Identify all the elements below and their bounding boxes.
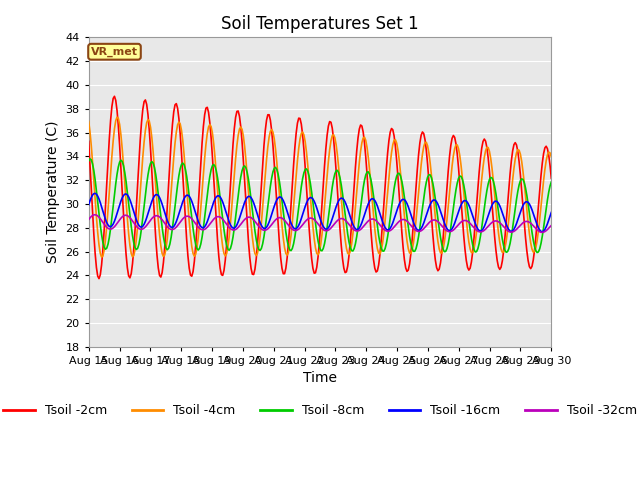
Tsoil -8cm [247, 196, 255, 202]
Tsoil -2cm [524, 258, 532, 264]
Tsoil -2cm [225, 203, 233, 209]
Tsoil -32cm [538, 229, 546, 235]
Tsoil -32cm [247, 215, 255, 220]
Tsoil -8cm [224, 246, 232, 252]
Legend: Tsoil -2cm, Tsoil -4cm, Tsoil -8cm, Tsoil -16cm, Tsoil -32cm: Tsoil -2cm, Tsoil -4cm, Tsoil -8cm, Tsoi… [0, 399, 640, 422]
Tsoil -16cm [547, 210, 555, 216]
Tsoil -4cm [144, 117, 152, 122]
Line: Tsoil -8cm: Tsoil -8cm [89, 159, 551, 252]
Line: Tsoil -2cm: Tsoil -2cm [89, 96, 551, 278]
Tsoil -8cm [143, 181, 150, 187]
X-axis label: Time: Time [303, 372, 337, 385]
Tsoil -4cm [85, 119, 93, 124]
Tsoil -2cm [241, 178, 248, 184]
Tsoil -4cm [98, 254, 106, 260]
Line: Tsoil -4cm: Tsoil -4cm [89, 117, 551, 257]
Tsoil -2cm [95, 276, 103, 281]
Tsoil -32cm [224, 223, 232, 229]
Tsoil -8cm [523, 192, 531, 198]
Tsoil -4cm [113, 114, 121, 120]
Tsoil -32cm [523, 218, 531, 224]
Tsoil -32cm [289, 227, 296, 232]
Tsoil -16cm [224, 216, 232, 221]
Tsoil -8cm [289, 246, 296, 252]
Tsoil -2cm [248, 271, 256, 277]
Tsoil -32cm [143, 223, 150, 228]
Line: Tsoil -16cm: Tsoil -16cm [89, 193, 551, 232]
Tsoil -32cm [85, 216, 93, 222]
Tsoil -2cm [111, 94, 118, 99]
Tsoil -32cm [547, 223, 555, 228]
Tsoil -16cm [538, 229, 546, 235]
Tsoil -16cm [289, 223, 296, 229]
Title: Soil Temperatures Set 1: Soil Temperatures Set 1 [221, 15, 419, 33]
Tsoil -16cm [85, 202, 93, 208]
Tsoil -16cm [239, 203, 247, 209]
Tsoil -16cm [247, 195, 255, 201]
Tsoil -4cm [290, 204, 298, 210]
Tsoil -4cm [225, 234, 233, 240]
Tsoil -16cm [92, 191, 99, 196]
Tsoil -2cm [85, 138, 93, 144]
Tsoil -8cm [547, 179, 555, 185]
Tsoil -2cm [290, 162, 298, 168]
Tsoil -4cm [248, 234, 256, 240]
Tsoil -32cm [92, 212, 99, 217]
Tsoil -16cm [523, 199, 531, 204]
Tsoil -8cm [86, 156, 94, 162]
Text: VR_met: VR_met [91, 47, 138, 57]
Line: Tsoil -32cm: Tsoil -32cm [89, 215, 551, 232]
Y-axis label: Soil Temperature (C): Soil Temperature (C) [46, 121, 60, 263]
Tsoil -4cm [241, 144, 248, 149]
Tsoil -8cm [239, 164, 247, 170]
Tsoil -4cm [547, 154, 555, 160]
Tsoil -4cm [524, 219, 532, 225]
Tsoil -32cm [239, 218, 247, 224]
Tsoil -2cm [547, 175, 555, 181]
Tsoil -8cm [85, 158, 93, 164]
Tsoil -16cm [143, 215, 150, 221]
Tsoil -8cm [533, 250, 541, 255]
Tsoil -2cm [144, 112, 152, 118]
